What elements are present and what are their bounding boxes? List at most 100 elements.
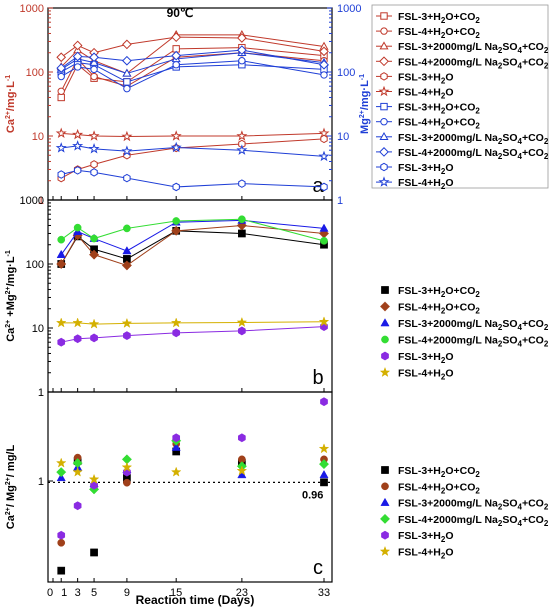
panel-a-left-y-tick-label: 100 [26,67,44,79]
panel-b-point [73,223,82,232]
legend-a-label: FSL-4+H2O [398,177,454,191]
panel-a-point [57,87,65,95]
panel-b-letter: b [312,367,323,389]
panel-b-point [72,317,83,328]
legend-c-marker [381,482,389,491]
legend-b-label: FSL-4+H2O [398,368,454,382]
panel-a-point [238,57,246,65]
panel-a-right-y-tick-label: 10 [337,131,349,143]
x-tick-label: 15 [170,587,182,599]
panel-a-point [238,179,246,188]
panel-b-point [57,337,66,347]
x-tick-label: 33 [318,587,330,599]
panel-a-point [89,52,99,63]
legend-a-label: FSL-3+2000mg/L Na2SO4+CO2 [398,132,549,146]
panel-c-point [238,433,246,443]
panel-b-point [56,249,66,258]
legend-b-marker [381,335,389,344]
panel-b-point [238,326,246,336]
panel-a-point [55,127,67,139]
legend-a-label: FSL-3+H2O [398,162,454,176]
legend-c-marker [379,545,391,557]
legend-a-marker [379,131,389,141]
panel-b-point [90,234,98,243]
panel-b-point [238,215,246,224]
panel-c-frame [47,391,333,583]
panel-c-point [90,480,98,490]
panel-b-point [238,229,246,238]
panel-a-point [121,130,133,142]
legend-c-marker [380,497,390,506]
legend-b-label: FSL-3+2000mg/L Na2SO4+CO2 [398,318,549,332]
panel-b-series-line [60,230,325,265]
panel-a-point [72,128,84,140]
legend-b-marker [379,301,391,312]
panel-a-right-y-tick-label: 1000 [337,3,361,15]
panel-b-point [318,316,330,327]
legend-a-marker [380,27,388,35]
legend-a-label: FSL-4+2000mg/L Na2SO4+CO2 [398,56,549,70]
panel-b-point [73,334,82,344]
panel-b-point [122,246,132,255]
panel-b-series-line [61,321,325,325]
panel-c-point [318,443,330,454]
legend-a-marker [378,176,390,187]
legend-b-marker [380,318,390,327]
legend-b-label: FSL-4+H2O+CO2 [398,302,480,316]
panel-a-point [318,127,330,139]
legend-a-marker [379,41,389,50]
panel-b-point [88,318,100,329]
panel-a-point [88,130,100,141]
legend-a-box [371,4,549,189]
panel-c-point [72,466,83,477]
panel-a-point [90,160,98,169]
panel-b-y-tick-label: 100 [26,259,44,271]
panel-a-point [122,55,132,66]
legend-a-marker [379,56,389,67]
panel-c-point [90,548,98,557]
panel-c-point [320,397,328,407]
panel-b-point [172,328,181,338]
panel-a-right-y-tick-label: 1 [337,195,343,207]
x-tick-label: 5 [91,587,97,599]
panel-c-y-tick-label: 1 [38,476,44,488]
panel-a-point [72,40,83,51]
panel-a-point [123,84,131,93]
panel-a-point [72,51,83,62]
panel-c-letter: c [313,557,323,579]
panel-a-right-y-tick-label: 100 [337,67,355,79]
panel-c-reference-label: 0.96 [302,489,323,501]
panel-b-point [123,224,131,233]
panel-a-point [170,141,182,153]
panel-a-point [318,150,330,162]
figure-title: 90℃ [167,6,194,20]
panel-a-point [237,33,247,43]
panel-a-point [121,145,133,156]
panel-a-point [172,182,180,192]
panel-c-point [57,538,66,547]
x-tick-label: 23 [236,587,248,599]
panel-a-point [88,143,100,154]
panel-c-point [57,530,66,540]
panel-a-point [56,52,67,63]
panel-b-point [123,331,131,341]
panel-b-point [57,235,66,244]
legend-b-label: FSL-3+H2O+CO2 [398,285,480,299]
panel-a-ylabel-left: Ca2+/mg·L-1 [5,75,17,133]
legend-c-marker [379,513,391,524]
panel-a-point [236,144,248,155]
panel-a-point [122,68,132,77]
panel-c-ylabel: Ca2+/ Mg2+/ mg/L [5,445,17,530]
panel-a-point [319,59,329,70]
panel-a-ylabel-right: Mg2+/mg·L-1 [359,74,371,134]
panel-c-point [320,478,328,487]
legend-c-marker [381,530,389,540]
legend-c-label: FSL-4+H2O [398,547,454,561]
legend-c-label: FSL-4+2000mg/L Na2SO4+CO2 [398,514,549,528]
panel-a-point [170,130,182,141]
panel-a-point [320,71,328,79]
panel-b-point [170,317,182,328]
panel-a-point [57,93,65,102]
panel-a-point [123,173,131,183]
legend-b-marker [381,351,389,361]
